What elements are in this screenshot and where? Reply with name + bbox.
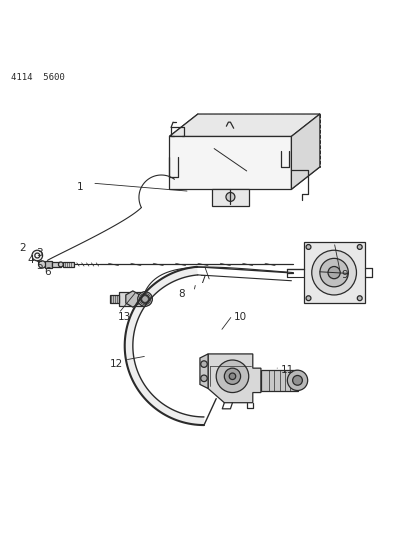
Circle shape: [229, 373, 236, 379]
Text: 4: 4: [28, 255, 35, 265]
Polygon shape: [125, 267, 204, 425]
Circle shape: [226, 192, 235, 201]
Circle shape: [201, 361, 207, 367]
Text: 10: 10: [234, 312, 247, 322]
Polygon shape: [304, 242, 365, 303]
Text: 3: 3: [36, 248, 42, 258]
Polygon shape: [291, 114, 320, 189]
Circle shape: [357, 245, 362, 249]
Text: 9: 9: [341, 270, 348, 280]
Polygon shape: [169, 114, 320, 136]
Circle shape: [141, 295, 149, 303]
Text: 6: 6: [44, 267, 51, 277]
Polygon shape: [212, 189, 249, 206]
Polygon shape: [261, 370, 297, 391]
Circle shape: [138, 292, 152, 306]
Polygon shape: [63, 262, 74, 266]
Circle shape: [32, 250, 42, 261]
Polygon shape: [169, 136, 291, 189]
Circle shape: [328, 266, 340, 279]
Circle shape: [312, 250, 357, 295]
Polygon shape: [45, 261, 52, 268]
Polygon shape: [52, 262, 61, 267]
Circle shape: [38, 261, 46, 268]
Circle shape: [287, 370, 308, 391]
Circle shape: [58, 262, 63, 267]
Circle shape: [293, 375, 302, 385]
Text: 8: 8: [178, 289, 185, 298]
Circle shape: [306, 296, 311, 301]
Circle shape: [224, 368, 241, 384]
Circle shape: [320, 259, 348, 287]
Circle shape: [201, 375, 207, 382]
Circle shape: [357, 296, 362, 301]
Text: 4114  5600: 4114 5600: [11, 74, 64, 83]
Polygon shape: [111, 295, 119, 303]
Text: 1: 1: [77, 182, 83, 192]
Polygon shape: [119, 292, 145, 306]
Circle shape: [306, 245, 311, 249]
Text: 13: 13: [118, 312, 131, 322]
Text: 2: 2: [20, 243, 27, 253]
Text: 5: 5: [36, 261, 42, 271]
Text: 7: 7: [199, 274, 205, 285]
Circle shape: [216, 360, 249, 392]
Polygon shape: [126, 291, 140, 307]
Polygon shape: [208, 354, 261, 403]
Circle shape: [35, 253, 40, 258]
Polygon shape: [200, 354, 208, 389]
Text: 11: 11: [281, 365, 294, 375]
Text: 12: 12: [110, 359, 123, 369]
